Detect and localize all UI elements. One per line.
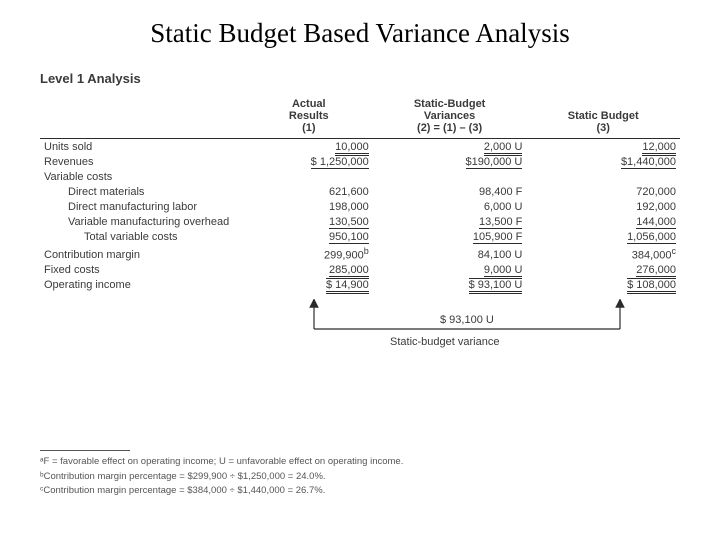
cell-value: 384,000	[632, 249, 672, 261]
cell-value: 720,000	[526, 184, 680, 199]
col-header-actual: Actual Results (1)	[245, 96, 373, 139]
col-header-variance: Static-Budget Variances (2) = (1) – (3)	[373, 96, 527, 139]
row-label: Revenues	[40, 154, 245, 169]
row-label: Variable manufacturing overhead	[40, 214, 245, 229]
cell-value: 6,000 U	[373, 199, 527, 214]
cell-value: 1,056,000	[627, 231, 676, 244]
col-header-static: Static Budget (3)	[526, 96, 680, 139]
cell-value: 950,100	[329, 231, 369, 244]
cell-value: 144,000	[636, 216, 676, 229]
cell-value: 98,400 F	[373, 184, 527, 199]
table-header-row: Actual Results (1) Static-Budget Varianc…	[40, 96, 680, 139]
cell-value: 13,500 F	[479, 216, 522, 229]
cell-value: 192,000	[526, 199, 680, 214]
cell-value: 130,500	[329, 216, 369, 229]
col-header-blank	[40, 96, 245, 139]
analysis-level-heading: Level 1 Analysis	[40, 71, 680, 86]
row-label: Fixed costs	[40, 263, 245, 278]
table-row: Revenues $ 1,250,000 $190,000 U $1,440,0…	[40, 154, 680, 169]
cell-value: 198,000	[245, 199, 373, 214]
table-row: Contribution margin 299,900b 84,100 U 38…	[40, 244, 680, 263]
table-row: Variable manufacturing overhead 130,500 …	[40, 214, 680, 229]
callout-arrows-icon: $ 93,100 U Static-budget variance	[40, 299, 680, 361]
cell-value: 12,000	[642, 141, 676, 156]
footnote-ref: b	[364, 246, 369, 256]
footnote-ref: c	[672, 246, 677, 256]
table-row: Units sold 10,000 2,000 U 12,000	[40, 139, 680, 155]
row-label: Units sold	[40, 139, 245, 155]
cell-value: $ 1,250,000	[311, 156, 369, 169]
cell-value: $ 108,000	[627, 278, 676, 294]
callout-value: $ 93,100 U	[440, 314, 494, 326]
cell-value: 84,100 U	[373, 244, 527, 263]
callout-label: Static-budget variance	[390, 336, 499, 348]
footnotes: ᵃF = favorable effect on operating incom…	[40, 450, 680, 498]
cell-value: $ 93,100 U	[469, 278, 523, 294]
table-row: Direct materials 621,600 98,400 F 720,00…	[40, 184, 680, 199]
cell-value: $ 14,900	[326, 278, 369, 294]
cell-value: 276,000	[636, 264, 676, 277]
footnote-c: ᶜContribution margin percentage = $384,0…	[40, 484, 680, 498]
cell-value: $190,000 U	[466, 156, 523, 169]
cell-value: 105,900 F	[473, 231, 523, 244]
row-label: Direct materials	[40, 184, 245, 199]
cell-value: $1,440,000	[621, 156, 676, 169]
row-label: Variable costs	[40, 169, 245, 184]
row-label: Total variable costs	[40, 229, 245, 244]
cell-value: 621,600	[245, 184, 373, 199]
cell-value: 2,000 U	[484, 141, 523, 156]
page-title: Static Budget Based Variance Analysis	[40, 18, 680, 49]
footnote-a: ᵃF = favorable effect on operating incom…	[40, 455, 680, 469]
table-row: Total variable costs 950,100 105,900 F 1…	[40, 229, 680, 244]
table-row: Fixed costs 285,000 9,000 U 276,000	[40, 263, 680, 278]
footnote-b: ᵇContribution margin percentage = $299,9…	[40, 470, 680, 484]
variance-callout: $ 93,100 U Static-budget variance	[40, 299, 680, 361]
row-label: Contribution margin	[40, 244, 245, 263]
variance-table: Actual Results (1) Static-Budget Varianc…	[40, 96, 680, 293]
footnote-rule	[40, 450, 130, 451]
cell-value: 10,000	[335, 141, 369, 156]
table-row: Variable costs	[40, 169, 680, 184]
row-label: Direct manufacturing labor	[40, 199, 245, 214]
table-row: Operating income $ 14,900 $ 93,100 U $ 1…	[40, 278, 680, 293]
row-label: Operating income	[40, 278, 245, 293]
table-row: Direct manufacturing labor 198,000 6,000…	[40, 199, 680, 214]
cell-value: 285,000	[329, 264, 369, 277]
cell-value: 9,000 U	[484, 264, 523, 277]
cell-value: 299,900	[324, 249, 364, 261]
